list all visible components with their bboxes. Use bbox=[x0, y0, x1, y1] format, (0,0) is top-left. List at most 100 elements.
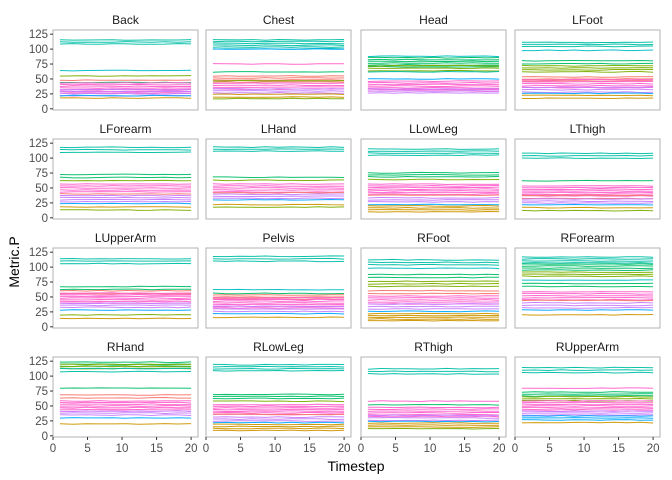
series-line bbox=[59, 90, 192, 93]
facet-lthigh: LThigh bbox=[514, 122, 661, 220]
series-line bbox=[59, 94, 192, 97]
series-line bbox=[59, 151, 192, 153]
series-line bbox=[212, 84, 345, 86]
x-tick-label: 20 bbox=[647, 443, 660, 455]
series-line bbox=[521, 387, 654, 389]
series-line bbox=[521, 403, 654, 406]
series-line bbox=[367, 210, 500, 213]
series-group bbox=[521, 366, 654, 424]
series-line bbox=[212, 420, 345, 422]
series-line bbox=[521, 397, 654, 400]
series-line bbox=[367, 56, 500, 59]
series-line bbox=[367, 370, 500, 373]
y-tick-label: 100 bbox=[29, 153, 48, 165]
series-line bbox=[521, 391, 654, 393]
series-line bbox=[521, 260, 654, 262]
y-tick-label: 25 bbox=[35, 307, 48, 319]
series-line bbox=[212, 407, 345, 409]
series-line bbox=[521, 309, 654, 311]
series-line bbox=[212, 421, 345, 424]
y-tick-label: 25 bbox=[35, 416, 48, 428]
series-line bbox=[212, 90, 345, 92]
series-line bbox=[367, 201, 500, 203]
facet-rfoot: RFoot bbox=[360, 231, 507, 329]
facet-title: LHand bbox=[261, 122, 296, 136]
x-tick-label: 15 bbox=[458, 443, 471, 455]
series-group bbox=[367, 258, 500, 322]
series-line bbox=[367, 173, 500, 176]
series-line bbox=[367, 310, 500, 313]
series-line bbox=[59, 293, 192, 296]
series-line bbox=[59, 414, 192, 417]
series-line bbox=[59, 202, 192, 205]
facet-rforearm: RForearm bbox=[514, 231, 661, 329]
series-line bbox=[521, 206, 654, 209]
series-line bbox=[212, 310, 345, 313]
series-line bbox=[59, 69, 192, 72]
y-tick-label: 125 bbox=[29, 138, 48, 150]
series-line bbox=[367, 65, 500, 68]
series-line bbox=[521, 209, 654, 212]
x-tick-label: 10 bbox=[424, 443, 437, 455]
series-line bbox=[212, 302, 345, 304]
series-line bbox=[367, 305, 500, 308]
series-line bbox=[59, 87, 192, 89]
panel-border bbox=[360, 247, 507, 329]
series-line bbox=[59, 185, 192, 187]
y-axis-title: Metric.P bbox=[6, 236, 22, 287]
series-line bbox=[521, 43, 654, 46]
series-line bbox=[212, 97, 345, 100]
x-tick-label: 10 bbox=[578, 443, 591, 455]
series-group bbox=[367, 148, 500, 213]
series-line bbox=[59, 300, 192, 303]
series-line bbox=[367, 70, 500, 73]
series-line bbox=[367, 64, 500, 67]
series-line bbox=[59, 173, 192, 176]
series-line bbox=[367, 86, 500, 89]
facet-rlowleg: RLowLeg 0 5 10 15 20 bbox=[203, 340, 352, 455]
y-tick-label: 125 bbox=[29, 247, 48, 259]
series-line bbox=[367, 419, 500, 422]
series-line bbox=[212, 79, 345, 81]
series-line bbox=[212, 75, 345, 77]
series-group bbox=[212, 146, 345, 208]
series-line bbox=[367, 282, 500, 285]
series-line bbox=[212, 79, 345, 82]
series-line bbox=[521, 91, 654, 94]
y-tick-label: 25 bbox=[35, 198, 48, 210]
facet-title: RHand bbox=[107, 340, 144, 354]
facet-title: Pelvis bbox=[262, 231, 294, 245]
series-line bbox=[212, 255, 345, 258]
series-line bbox=[59, 297, 192, 300]
facet-title: Chest bbox=[263, 13, 295, 27]
series-line bbox=[59, 396, 192, 399]
facet-back: Back 0 25 50 75 100 125 bbox=[29, 13, 199, 116]
series-line bbox=[521, 157, 654, 160]
series-line bbox=[367, 319, 500, 322]
series-line bbox=[367, 263, 500, 266]
series-line bbox=[59, 403, 192, 406]
series-line bbox=[59, 363, 192, 366]
series-line bbox=[59, 361, 192, 364]
series-line bbox=[367, 258, 500, 261]
series-line bbox=[212, 411, 345, 414]
facet-title: RForearm bbox=[560, 231, 614, 245]
y-tick-label: 75 bbox=[35, 386, 48, 398]
series-line bbox=[521, 70, 654, 73]
series-line bbox=[367, 58, 500, 61]
series-line bbox=[521, 273, 654, 276]
series-line bbox=[521, 369, 654, 372]
x-tick-label: 15 bbox=[303, 443, 316, 455]
series-line bbox=[521, 80, 654, 82]
y-tick-label: 50 bbox=[35, 401, 48, 413]
series-line bbox=[59, 206, 192, 208]
series-line bbox=[521, 45, 654, 48]
y-tick-label: 50 bbox=[35, 292, 48, 304]
x-tick-label: 15 bbox=[150, 443, 163, 455]
series-line bbox=[212, 298, 345, 301]
x-tick-label: 0 bbox=[512, 443, 518, 455]
series-line bbox=[367, 62, 500, 64]
series-line bbox=[212, 400, 345, 403]
series-line bbox=[367, 204, 500, 207]
